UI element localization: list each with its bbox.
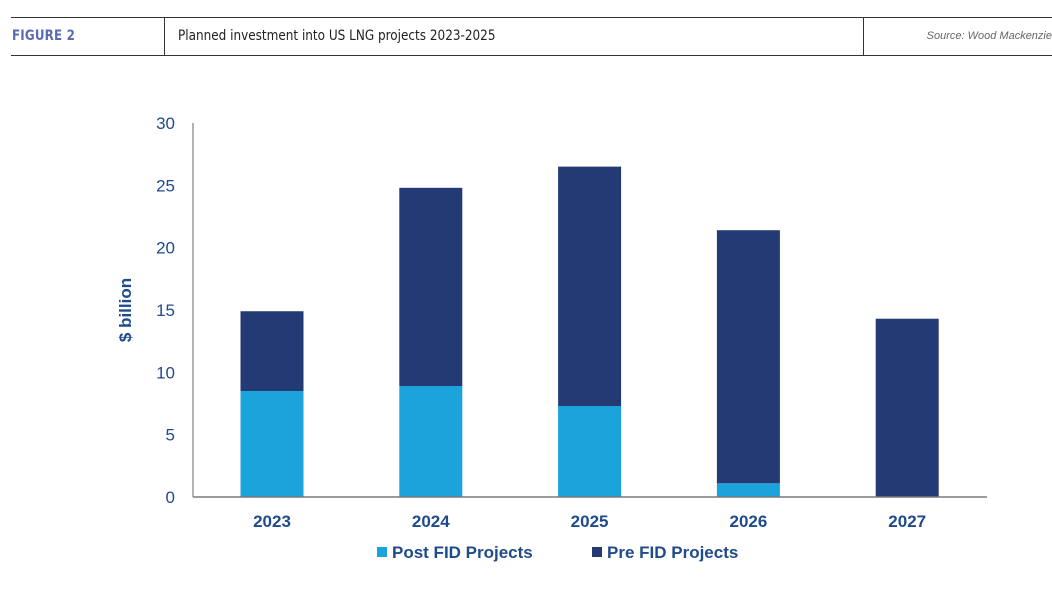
legend-swatch — [377, 547, 387, 557]
bar-2025-post-fid-projects — [558, 405, 622, 497]
y-tick-labels: 0 5 10 15 20 25 30 — [156, 114, 175, 507]
y-tick-label: 25 — [156, 176, 175, 195]
figure-header: FIGURE 2 Planned investment into US LNG … — [11, 17, 1052, 56]
bar-2023-post-fid-projects — [240, 391, 304, 497]
bars-group — [240, 166, 939, 497]
y-tick-label: 0 — [166, 488, 175, 507]
y-tick-label: 20 — [156, 239, 175, 258]
x-tick-label: 2025 — [571, 512, 609, 531]
figure-label: FIGURE 2 — [12, 28, 76, 44]
bar-2026-pre-fid-projects — [716, 230, 780, 484]
header-divider — [863, 18, 864, 55]
legend-label: Post FID Projects — [392, 543, 533, 562]
y-tick-label: 30 — [156, 114, 175, 133]
legend-label: Pre FID Projects — [607, 543, 738, 562]
x-tick-label: 2026 — [729, 512, 767, 531]
y-axis-label: $ billion — [116, 278, 135, 342]
x-tick-labels: 2023 2024 2025 2026 2027 — [253, 512, 926, 531]
y-tick-label: 5 — [166, 426, 175, 445]
legend: Post FID Projects Pre FID Projects — [377, 543, 738, 562]
bar-2024-post-fid-projects — [399, 386, 463, 497]
legend-item: Pre FID Projects — [592, 543, 738, 562]
legend-swatch — [592, 547, 602, 557]
x-tick-label: 2024 — [412, 512, 450, 531]
bar-2023-pre-fid-projects — [240, 311, 304, 392]
bar-2024-pre-fid-projects — [399, 187, 463, 387]
x-tick-label: 2027 — [888, 512, 926, 531]
bar-2027-pre-fid-projects — [875, 318, 939, 497]
figure-title: Planned investment into US LNG projects … — [178, 28, 496, 44]
bar-2025-pre-fid-projects — [558, 166, 622, 406]
y-tick-label: 15 — [156, 301, 175, 320]
bar-2026-post-fid-projects — [716, 483, 780, 497]
legend-item: Post FID Projects — [377, 543, 533, 562]
y-tick-label: 10 — [156, 363, 175, 382]
figure-source: Source: Wood Mackenzie — [926, 30, 1052, 42]
header-divider — [164, 18, 165, 55]
x-tick-label: 2023 — [253, 512, 291, 531]
